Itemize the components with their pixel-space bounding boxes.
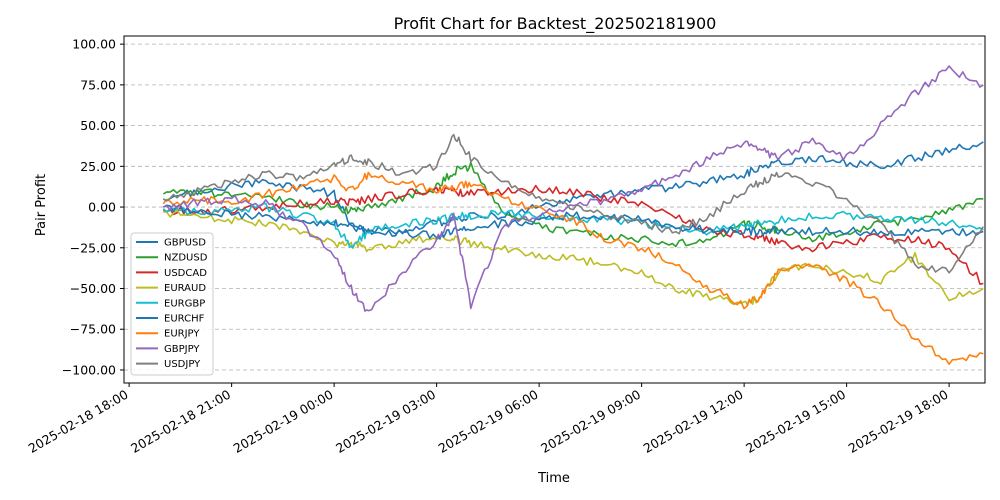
chart-title: Profit Chart for Backtest_202502181900: [394, 14, 717, 34]
legend-label-usdcad: USDCAD: [164, 268, 207, 279]
series-line-eurjpy: [162, 171, 984, 366]
legend-label-euraud: EURAUD: [164, 283, 206, 294]
series-line-eurchf: [162, 204, 984, 240]
series-layer: [162, 65, 984, 366]
series-line-gbpjpy: [163, 65, 984, 312]
legend-label-eurgbp: EURGBP: [164, 298, 205, 309]
series-line-euraud: [163, 209, 984, 307]
y-tick-label: 100.00: [72, 37, 116, 52]
series-line-gbpusd: [162, 141, 984, 235]
y-tick-label: −25.00: [70, 240, 116, 255]
legend-label-gbpusd: GBPUSD: [164, 238, 206, 249]
plot-frame: [123, 35, 986, 384]
legend-label-eurchf: EURCHF: [164, 314, 205, 325]
y-axis-title: Pair Profit: [34, 174, 49, 236]
y-tick-label: 0.00: [88, 200, 116, 215]
x-axis-title: Time: [537, 471, 570, 486]
y-tick-label: 50.00: [80, 118, 116, 133]
legend-label-eurjpy: EURJPY: [164, 329, 200, 340]
legend-label-gbpjpy: GBPJPY: [164, 344, 200, 355]
series-line-usdjpy: [162, 133, 984, 274]
y-tick-label: 25.00: [80, 159, 116, 174]
legend: GBPUSD NZDUSD USDCAD EURAUD EURGBP EURCHF EURJ…: [130, 232, 214, 376]
y-tick-label: 75.00: [80, 77, 116, 92]
legend-label-usdjpy: USDJPY: [164, 359, 201, 370]
legend-box: [130, 232, 214, 376]
series-line-usdcad: [162, 184, 984, 285]
y-tick-label: −75.00: [70, 322, 116, 337]
y-tick-label: −50.00: [70, 281, 116, 296]
grid-layer: [124, 43, 985, 371]
series-line-nzdusd: [162, 161, 984, 248]
y-tick-label: −100.00: [62, 362, 116, 377]
legend-label-nzdusd: NZDUSD: [164, 253, 208, 264]
